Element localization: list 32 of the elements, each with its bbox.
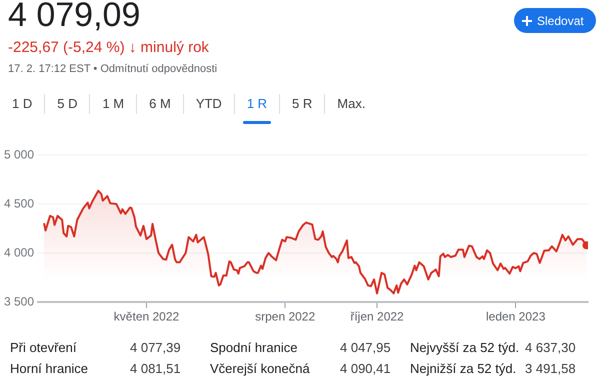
text: 1 M bbox=[90, 94, 138, 114]
y-tick-label: 5 000 bbox=[4, 147, 34, 162]
chart-subtitle: -225,67 (-5,24 %) ↓ minulý rok bbox=[8, 39, 209, 56]
text: Nejvyšší za 52 týd. bbox=[410, 340, 520, 355]
text: Včerejší konečná bbox=[210, 361, 310, 376]
text: 1 R bbox=[234, 94, 280, 114]
x-tick-label: květen 2022 bbox=[114, 310, 180, 324]
text: 4 077,39 bbox=[130, 340, 181, 355]
text: Při otevření bbox=[10, 340, 76, 355]
x-tick-label: srpen 2022 bbox=[255, 310, 316, 324]
text: Horní hranice bbox=[10, 361, 88, 376]
text: 4 047,95 bbox=[340, 340, 391, 355]
y-tick-label: 4 000 bbox=[4, 245, 34, 260]
y-tick-label: 4 500 bbox=[4, 196, 34, 210]
x-tick-label: říjen 2022 bbox=[350, 310, 404, 324]
text: Nejnižší za 52 týd. bbox=[410, 361, 516, 376]
text: 4 090,41 bbox=[340, 361, 391, 376]
text: 3 491,58 bbox=[525, 361, 576, 376]
text: Spodní hranice bbox=[210, 340, 298, 355]
text: YTD bbox=[184, 94, 235, 114]
text: 5 R bbox=[280, 94, 326, 114]
chart-title: 4 079,09 bbox=[8, 0, 140, 35]
text: 5 D bbox=[45, 94, 90, 114]
text: Sledovat bbox=[537, 14, 584, 28]
text: 1 D bbox=[0, 94, 46, 114]
x-tick-label: leden 2023 bbox=[486, 310, 546, 324]
text: 4 637,30 bbox=[525, 340, 576, 355]
text: 6 M bbox=[137, 94, 184, 114]
text: 4 081,51 bbox=[130, 361, 181, 376]
text: Max. bbox=[336, 95, 366, 113]
text: 17. 2. 17:12 EST • Odmítnutí odpovědnosti bbox=[8, 63, 218, 75]
y-tick-label: 3 500 bbox=[4, 294, 34, 308]
